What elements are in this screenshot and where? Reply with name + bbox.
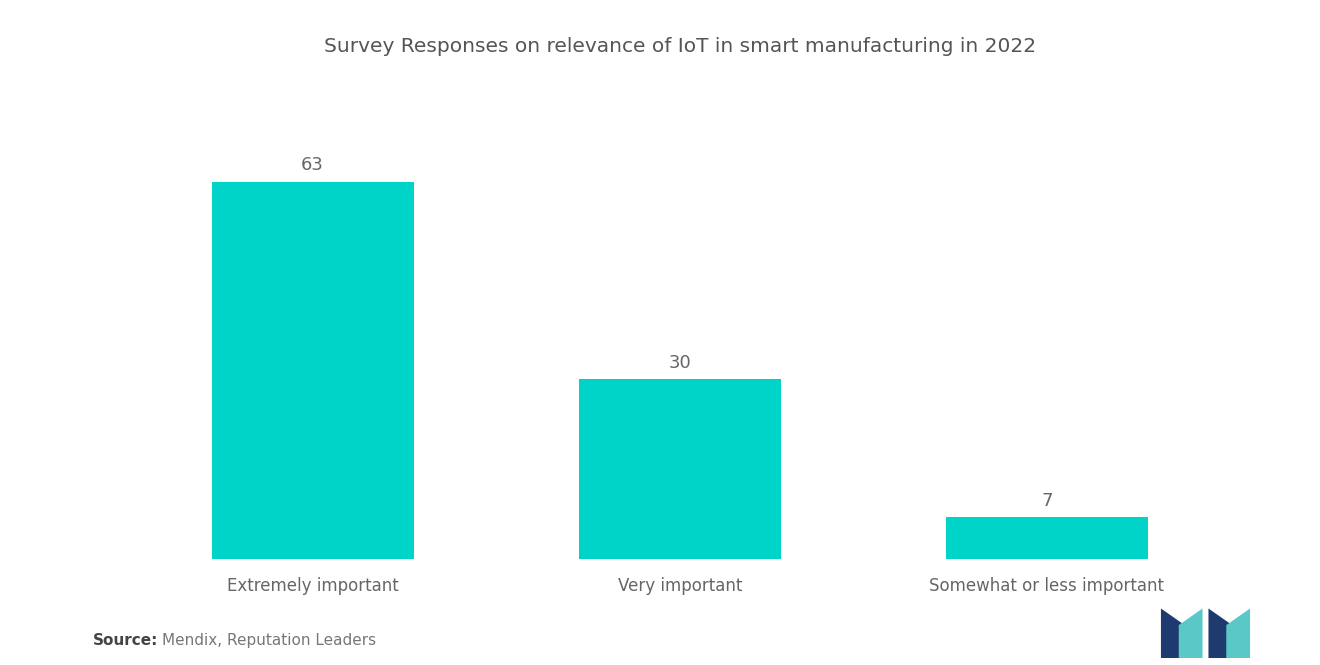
Text: 63: 63: [301, 156, 325, 174]
Text: 30: 30: [668, 354, 692, 372]
Text: 7: 7: [1041, 491, 1052, 509]
Text: Mendix, Reputation Leaders: Mendix, Reputation Leaders: [162, 633, 376, 648]
Text: Source:: Source:: [92, 633, 158, 648]
Polygon shape: [1209, 608, 1233, 658]
Bar: [211, 182, 413, 559]
Bar: [946, 517, 1148, 559]
Polygon shape: [1226, 608, 1250, 658]
Polygon shape: [1179, 608, 1203, 658]
Title: Survey Responses on relevance of IoT in smart manufacturing in 2022: Survey Responses on relevance of IoT in …: [323, 37, 1036, 56]
Polygon shape: [1162, 608, 1185, 658]
Bar: [579, 379, 780, 559]
